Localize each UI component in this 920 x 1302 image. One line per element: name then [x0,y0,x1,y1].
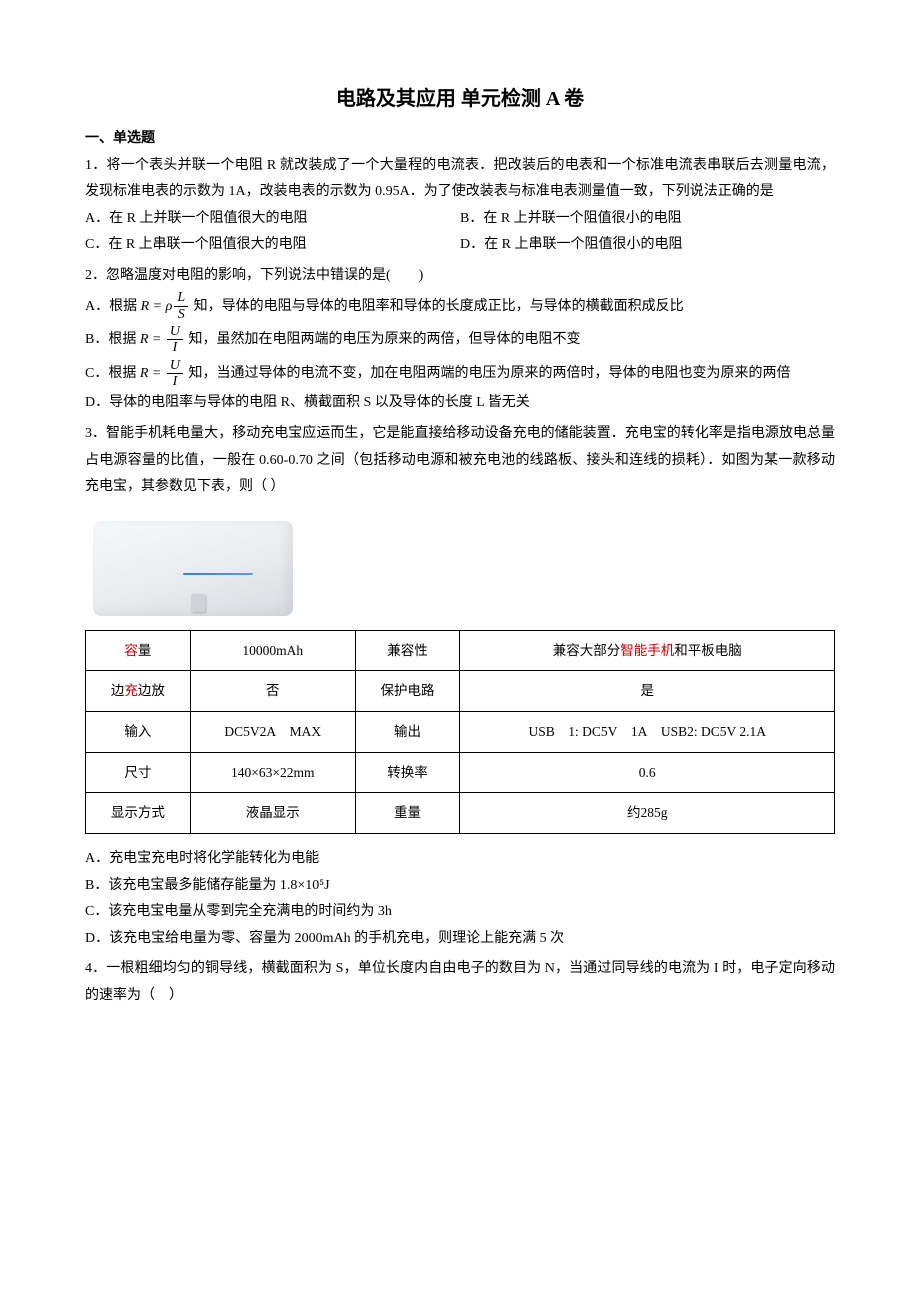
q2b-post: 知，虽然加在电阻两端的电压为原来的两倍，但导体的电阻不变 [188,332,580,347]
q2-text: 2．忽略温度对电阻的影响，下列说法中错误的是( ) [85,263,835,290]
q3-option-c: C．该充电宝电量从零到完全充满电的时间约为 3h [85,899,835,926]
question-4: 4．一根粗细均匀的铜导线，横截面积为 S，单位长度内自由电子的数目为 N，当通过… [85,956,835,1009]
table-row: 容量 10000mAh 兼容性 兼容大部分智能手机和平板电脑 [86,630,835,671]
cell-size-value: 140×63×22mm [190,752,355,793]
q1-option-b: B．在 R 上并联一个阻值很小的电阻 [460,206,835,233]
q2a-fraction: LS [174,290,188,322]
q2c-pre: C．根据 [85,366,136,381]
powerbank-image [93,521,293,616]
q2a-post: 知，导体的电阻与导体的电阻率和导体的长度成正比，与导体的横截面积成反比 [194,299,684,314]
cell-passthrough-label: 边充边放 [86,671,191,712]
question-2: 2．忽略温度对电阻的影响，下列说法中错误的是( ) A．根据 R = ρLS 知… [85,263,835,417]
cell-input-value: DC5V2A MAX [190,712,355,753]
cell-display-label: 显示方式 [86,793,191,834]
section-header: 一、单选题 [85,126,835,153]
cell-output-label: 输出 [355,712,460,753]
q1-text: 1．将一个表头并联一个电阻 R 就改装成了一个大量程的电流表．把改装后的电表和一… [85,153,835,206]
q3-option-d: D．该充电宝给电量为零、容量为 2000mAh 的手机充电，则理论上能充满 5 … [85,926,835,953]
cell-size-label: 尺寸 [86,752,191,793]
cell-compat-value: 兼容大部分智能手机和平板电脑 [460,630,835,671]
q3-option-b: B．该充电宝最多能储存能量为 1.8×10⁵J [85,873,835,900]
table-row: 边充边放 否 保护电路 是 [86,671,835,712]
page-title: 电路及其应用 单元检测 A 卷 [85,80,835,118]
q2b-eq-left: R = [140,332,162,347]
cell-passthrough-value: 否 [190,671,355,712]
q3-text: 3．智能手机耗电量大，移动充电宝应运而生，它是能直接给移动设备充电的储能装置．充… [85,421,835,501]
q2c-fraction: UI [167,358,183,390]
cell-capacity-value: 10000mAh [190,630,355,671]
q3-option-a: A．充电宝充电时将化学能转化为电能 [85,846,835,873]
q1-option-a: A．在 R 上并联一个阻值很大的电阻 [85,206,460,233]
q2a-eq-left: R = ρ [141,299,173,314]
q1-option-c: C．在 R 上串联一个阻值很大的电阻 [85,232,460,259]
cell-display-value: 液晶显示 [190,793,355,834]
cell-input-label: 输入 [86,712,191,753]
q1-option-d: D．在 R 上串联一个阻值很小的电阻 [460,232,835,259]
question-3: 3．智能手机耗电量大，移动充电宝应运而生，它是能直接给移动设备充电的储能装置．充… [85,421,835,952]
cell-convrate-label: 转换率 [355,752,460,793]
table-row: 尺寸 140×63×22mm 转换率 0.6 [86,752,835,793]
q2-option-b: B．根据 R = UI 知，虽然加在电阻两端的电压为原来的两倍，但导体的电阻不变 [85,323,835,357]
q2b-fraction: UI [167,324,183,356]
cell-capacity-label: 容量 [86,630,191,671]
cell-protect-label: 保护电路 [355,671,460,712]
q2-option-d: D．导体的电阻率与导体的电阻 R、横截面积 S 以及导体的长度 L 皆无关 [85,390,835,417]
cell-output-value: USB 1: DC5V 1A USB2: DC5V 2.1A [460,712,835,753]
q4-text: 4．一根粗细均匀的铜导线，横截面积为 S，单位长度内自由电子的数目为 N，当通过… [85,956,835,1009]
cell-convrate-value: 0.6 [460,752,835,793]
q2c-post: 知，当通过导体的电流不变，加在电阻两端的电压为原来的两倍时，导体的电阻也变为原来… [188,366,790,381]
cell-weight-value: 约285g [460,793,835,834]
table-row: 显示方式 液晶显示 重量 约285g [86,793,835,834]
q2b-pre: B．根据 [85,332,136,347]
cell-compat-label: 兼容性 [355,630,460,671]
q2a-pre: A．根据 [85,299,137,314]
cell-weight-label: 重量 [355,793,460,834]
q2c-eq-left: R = [140,366,162,381]
question-1: 1．将一个表头并联一个电阻 R 就改装成了一个大量程的电流表．把改装后的电表和一… [85,153,835,259]
q2-option-c: C．根据 R = UI 知，当通过导体的电流不变，加在电阻两端的电压为原来的两倍… [85,357,835,391]
cell-protect-value: 是 [460,671,835,712]
table-row: 输入 DC5V2A MAX 输出 USB 1: DC5V 1A USB2: DC… [86,712,835,753]
spec-table: 容量 10000mAh 兼容性 兼容大部分智能手机和平板电脑 边充边放 否 保护… [85,630,835,834]
q2-option-a: A．根据 R = ρLS 知，导体的电阻与导体的电阻率和导体的长度成正比，与导体… [85,290,835,324]
